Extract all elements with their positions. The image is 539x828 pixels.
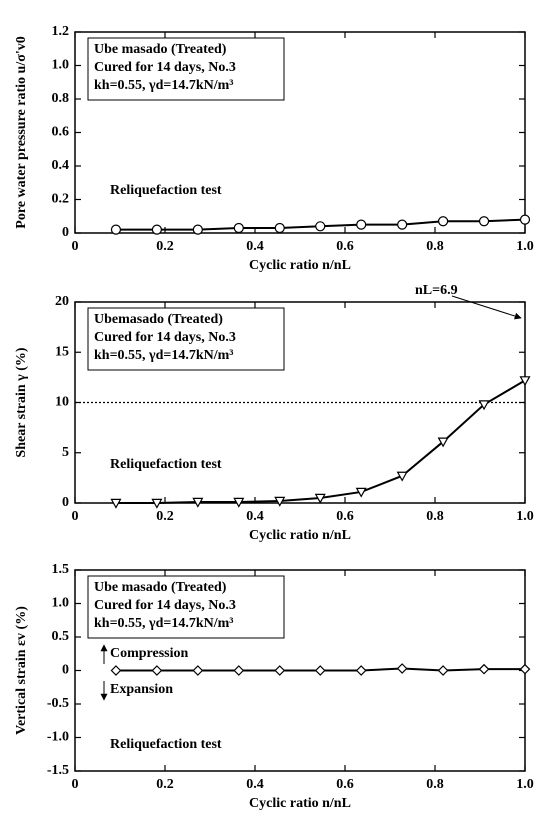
y-tick-label: 0.4 <box>52 158 70 173</box>
data-line <box>115 379 526 504</box>
marker <box>151 665 163 676</box>
y-axis-label: Shear strain γ (%) <box>14 347 29 457</box>
x-tick-label: 0 <box>72 239 79 254</box>
annotation: Reliquefaction test <box>110 183 222 198</box>
annotation: Reliquefaction test <box>110 737 222 752</box>
y-axis-label: Vertical strain εv (%) <box>14 606 29 735</box>
marker <box>478 400 490 411</box>
marker <box>110 224 122 235</box>
x-axis-label: Cyclic ratio n/nL <box>249 528 351 543</box>
y-tick-label: 0 <box>62 495 69 510</box>
marker <box>438 216 449 227</box>
marker <box>355 665 367 676</box>
note-text: Ubemasado (Treated) <box>94 312 223 327</box>
y-tick-label: 0.6 <box>52 125 70 140</box>
note-text: Cured for 14 days, No.3 <box>94 330 236 345</box>
marker <box>519 663 531 675</box>
y-axis-label: Pore water pressure ratio u/σ'v0 <box>14 36 29 228</box>
y-tick-label: 0 <box>62 225 69 240</box>
marker <box>274 665 286 676</box>
marker <box>151 498 163 509</box>
y-tick-label: -0.5 <box>47 696 69 711</box>
x-tick-label: 0.6 <box>336 509 354 524</box>
y-tick-label: 10 <box>55 395 69 410</box>
note-text: kh=0.55, γd=14.7kN/m³ <box>94 78 234 93</box>
marker <box>396 663 408 674</box>
marker <box>437 437 449 448</box>
annotation: nL=6.9 <box>415 283 458 298</box>
marker <box>192 224 203 235</box>
marker <box>314 493 326 504</box>
note-text: kh=0.55, γd=14.7kN/m³ <box>94 616 234 631</box>
marker <box>233 222 244 234</box>
annotation: Expansion <box>110 682 173 697</box>
x-tick-label: 0 <box>72 509 79 524</box>
y-tick-label: -1.0 <box>47 730 69 745</box>
marker <box>356 219 367 230</box>
marker <box>315 221 326 232</box>
marker <box>192 665 204 676</box>
marker <box>110 665 122 676</box>
y-tick-label: 20 <box>55 294 69 309</box>
marker <box>519 376 531 387</box>
x-tick-label: 0 <box>72 777 79 792</box>
note-text: kh=0.55, γd=14.7kN/m³ <box>94 348 234 363</box>
note-text: Ube masado (Treated) <box>94 42 227 57</box>
marker <box>233 665 245 676</box>
y-tick-label: -1.5 <box>47 763 69 778</box>
x-tick-label: 1.0 <box>516 239 534 254</box>
y-tick-label: 1.0 <box>52 58 70 73</box>
note-box <box>87 307 285 371</box>
y-tick-label: 1.2 <box>52 24 70 39</box>
marker <box>437 665 449 676</box>
note-text: Ube masado (Treated) <box>94 580 227 595</box>
x-tick-label: 0.4 <box>246 509 264 524</box>
x-tick-label: 0.6 <box>336 777 354 792</box>
x-tick-label: 0.2 <box>156 509 174 524</box>
annotation: Reliquefaction test <box>110 457 222 472</box>
x-axis-label: Cyclic ratio n/nL <box>249 258 351 273</box>
y-tick-label: 5 <box>62 445 69 460</box>
x-tick-label: 1.0 <box>516 509 534 524</box>
marker <box>478 663 490 675</box>
marker <box>478 216 490 227</box>
x-tick-label: 0.8 <box>426 777 444 792</box>
y-tick-label: 0.2 <box>52 192 70 207</box>
x-tick-label: 0.2 <box>156 777 174 792</box>
marker <box>314 665 326 676</box>
note-text: Cured for 14 days, No.3 <box>94 598 236 613</box>
x-axis-label: Cyclic ratio n/nL <box>249 796 351 811</box>
annotation: Compression <box>110 646 189 661</box>
x-tick-label: 0.4 <box>246 239 264 254</box>
x-tick-label: 0.2 <box>156 239 174 254</box>
x-tick-label: 1.0 <box>516 777 534 792</box>
note-box <box>87 575 285 639</box>
marker <box>274 496 286 507</box>
marker <box>396 471 408 482</box>
y-tick-label: 15 <box>55 344 69 359</box>
x-tick-label: 0.4 <box>246 777 264 792</box>
y-tick-label: 1.5 <box>52 562 70 577</box>
marker <box>192 497 204 508</box>
annotation-arrow <box>451 295 522 320</box>
marker <box>274 222 285 234</box>
y-tick-label: 1.0 <box>52 596 70 611</box>
y-tick-label: 0 <box>62 663 69 678</box>
y-tick-label: 0.5 <box>52 629 70 644</box>
marker <box>355 487 367 498</box>
x-tick-label: 0.8 <box>426 509 444 524</box>
marker <box>233 497 245 508</box>
marker <box>151 224 162 235</box>
note-box <box>87 37 285 101</box>
marker <box>519 214 531 225</box>
x-tick-label: 0.6 <box>336 239 354 254</box>
note-text: Cured for 14 days, No.3 <box>94 60 236 75</box>
marker <box>110 498 122 509</box>
marker <box>397 219 408 230</box>
y-tick-label: 0.8 <box>52 91 70 106</box>
x-tick-label: 0.8 <box>426 239 444 254</box>
